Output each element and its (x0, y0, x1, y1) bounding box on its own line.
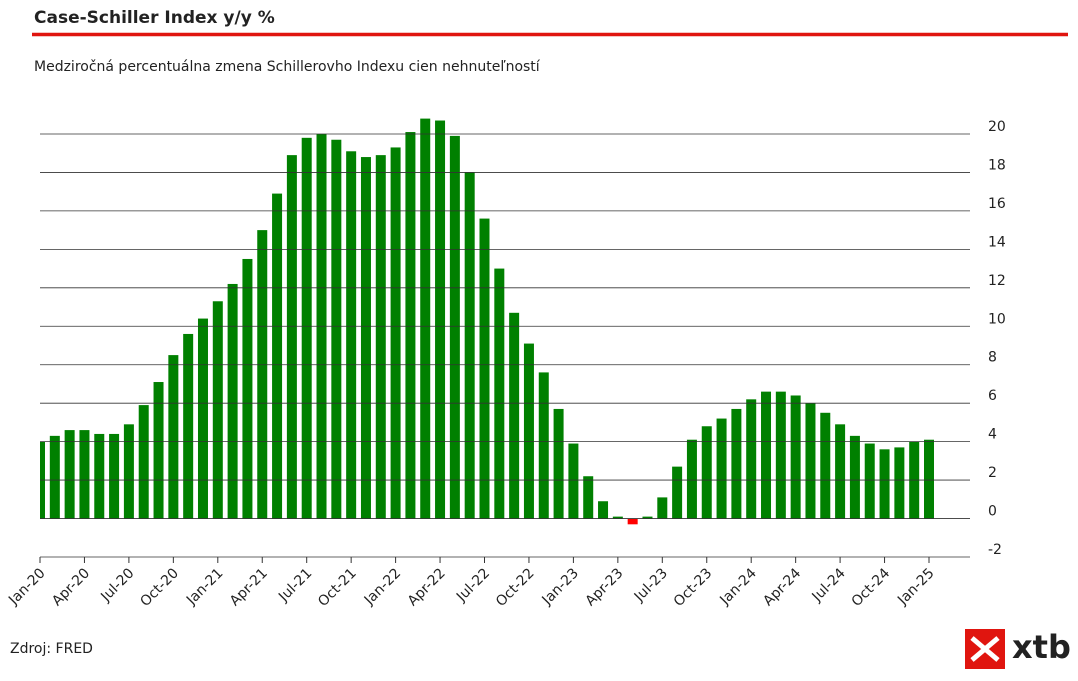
bar (746, 399, 757, 519)
bar (716, 418, 727, 519)
bar (449, 135, 460, 519)
bar (227, 283, 238, 519)
bar (849, 435, 860, 519)
bar (183, 333, 194, 519)
bar (109, 433, 120, 519)
bar (405, 132, 416, 519)
y-tick-label: 4 (988, 427, 997, 443)
x-tick-label: Oct-21 (315, 565, 360, 610)
x-tick-label: Apr-22 (405, 565, 449, 609)
y-tick-label: 16 (988, 196, 1006, 212)
bar (509, 312, 520, 519)
x-tick-label: Apr-20 (49, 565, 93, 609)
bar (360, 157, 371, 519)
bar (464, 172, 475, 519)
bar (523, 343, 534, 519)
x-tick-label: Apr-23 (583, 565, 627, 609)
x-tick-label: Jan-21 (183, 565, 226, 608)
bar (64, 430, 75, 519)
x-tick-label: Oct-22 (493, 565, 538, 610)
bar (197, 318, 208, 519)
y-tick-label: 8 (988, 350, 997, 366)
bar (212, 301, 223, 519)
y-tick-label: 14 (988, 234, 1006, 250)
bar (479, 218, 490, 519)
x-tick-label: Apr-24 (760, 565, 804, 609)
bar (612, 516, 623, 519)
y-tick-label: 2 (988, 465, 997, 481)
y-tick-label: -2 (988, 542, 1002, 558)
x-tick-label: Jul-20 (97, 565, 137, 605)
y-tick-label: 18 (988, 157, 1006, 173)
bar (894, 447, 905, 519)
bar (672, 466, 683, 519)
bar (820, 412, 831, 519)
bar (390, 147, 401, 519)
bar (94, 433, 105, 519)
x-tick-label: Oct-20 (137, 565, 182, 610)
bar (761, 391, 772, 519)
bar (123, 424, 134, 519)
bar (79, 430, 90, 519)
logo: xtb (965, 628, 1071, 669)
x-tick-label: Jul-22 (453, 565, 493, 605)
bar (790, 395, 801, 519)
logo-text: xtb (1012, 628, 1071, 666)
bar (775, 391, 786, 519)
bar (686, 439, 697, 519)
bar (168, 355, 179, 519)
bar (627, 518, 638, 525)
x-tick-label: Apr-21 (227, 565, 271, 609)
bar (553, 408, 564, 519)
chart-title: Case-Schiller Index y/y % (34, 8, 275, 28)
bar (331, 139, 342, 519)
bar (642, 516, 653, 519)
bar (420, 118, 431, 519)
bar (924, 439, 934, 519)
logo-x (970, 636, 1000, 662)
bar (657, 497, 668, 519)
plot (40, 118, 934, 525)
x-tick-label: Oct-23 (671, 565, 716, 610)
x-tick-label: Jan-22 (361, 565, 404, 608)
y-tick-label: 10 (988, 311, 1006, 327)
y-tick-label: 12 (988, 273, 1006, 289)
chart-subtitle: Medziročná percentuálna zmena Schillerov… (34, 59, 541, 75)
bar (242, 258, 253, 519)
bar (879, 449, 890, 519)
x-tick-label: Jul-24 (809, 565, 849, 605)
x-tick-label: Oct-24 (849, 565, 894, 610)
x-tick-label: Jan-25 (894, 565, 937, 608)
bar (731, 408, 742, 519)
bar (568, 443, 579, 519)
x-tick-label: Jul-21 (275, 565, 315, 605)
source: Zdroj: FRED (10, 641, 93, 657)
x-tick-label: Jan-23 (539, 565, 582, 608)
bar (257, 230, 268, 519)
bar (346, 151, 357, 519)
y-tick-label: 20 (988, 119, 1006, 135)
bar (583, 476, 594, 519)
bar (49, 435, 60, 519)
bar (835, 424, 846, 519)
bar (864, 443, 875, 519)
bar (138, 405, 149, 519)
y-tick-label: 0 (988, 504, 997, 520)
bar (701, 426, 712, 519)
y-tick-label: 6 (988, 388, 997, 404)
bar (538, 372, 549, 519)
bar (286, 155, 297, 519)
bar (153, 382, 164, 519)
bar (435, 120, 446, 519)
bar (598, 501, 609, 519)
bar (272, 193, 283, 519)
x-tick-label: Jan-24 (716, 565, 760, 609)
bar (494, 268, 505, 519)
bar (805, 403, 816, 519)
bar (301, 137, 312, 519)
bar (375, 155, 386, 519)
x-tick-label: Jan-20 (5, 565, 48, 608)
x-tick-label: Jul-23 (631, 565, 671, 605)
